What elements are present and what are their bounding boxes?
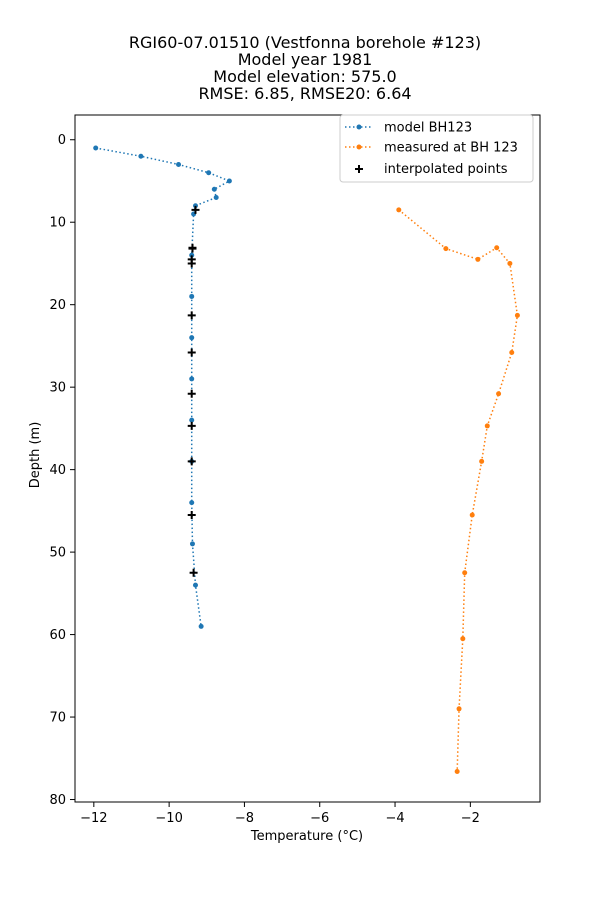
data-point	[192, 203, 198, 209]
interpolated-point	[187, 259, 196, 268]
legend: model BH123 measured at BH 123 interpola…	[339, 114, 534, 183]
data-point	[475, 256, 481, 262]
data-point	[138, 153, 144, 159]
interpolated-point	[187, 311, 196, 320]
series-line	[95, 147, 232, 627]
data-point	[460, 636, 466, 642]
legend-label-measured: measured at BH 123	[384, 141, 518, 156]
data-point	[226, 178, 232, 184]
title-line-2: Model year 1981	[238, 50, 373, 69]
data-point	[176, 161, 182, 167]
x-tick-label: −8	[235, 811, 254, 826]
series-1	[396, 207, 520, 774]
data-point	[189, 376, 195, 382]
data-point	[189, 417, 195, 423]
data-point	[211, 186, 217, 192]
data-point	[509, 350, 515, 356]
legend-swatch-measured-dot	[356, 144, 362, 150]
y-tick-label: 10	[49, 216, 66, 231]
plot-area	[93, 145, 520, 774]
legend-entry-measured: measured at BH 123	[345, 141, 518, 156]
y-tick-label: 0	[58, 133, 66, 148]
interpolated-point	[188, 243, 197, 252]
legend-swatch-model-dot	[356, 124, 362, 130]
x-axis-label: Temperature (°C)	[250, 829, 363, 844]
data-point	[189, 541, 195, 547]
title-line-4: RMSE: 6.85, RMSE20: 6.64	[198, 84, 411, 103]
data-point	[454, 768, 460, 774]
x-axis: −12 −10 −8 −6 −4 −2	[80, 802, 480, 826]
plot-frame	[74, 114, 541, 803]
data-point	[192, 582, 198, 588]
series-2	[187, 205, 200, 577]
series-0	[93, 145, 232, 629]
y-tick-label: 20	[49, 298, 66, 313]
data-point	[514, 312, 520, 318]
x-tick-label: −6	[310, 811, 329, 826]
y-tick-label: 50	[49, 546, 66, 561]
y-tick-label: 70	[49, 711, 66, 726]
data-point	[189, 335, 195, 341]
interpolated-point	[191, 205, 200, 214]
title-line-1: RGI60-07.01510 (Vestfonna borehole #123)	[129, 33, 481, 52]
chart-title: RGI60-07.01510 (Vestfonna borehole #123)…	[129, 33, 481, 103]
legend-label-interpolated: interpolated points	[384, 162, 508, 177]
y-axis: 0 10 20 30 40 50 60 70 80	[49, 133, 75, 808]
data-point	[443, 246, 449, 252]
data-point	[198, 623, 204, 629]
series-line	[398, 209, 519, 772]
x-tick-label: −4	[385, 811, 404, 826]
x-tick-label: −10	[155, 811, 182, 826]
data-point	[189, 500, 195, 506]
data-point	[396, 207, 402, 213]
data-point	[494, 245, 500, 251]
y-axis-label: Depth (m)	[28, 422, 43, 489]
legend-entry-interpolated: interpolated points	[355, 162, 508, 177]
y-tick-label: 30	[49, 381, 66, 396]
interpolated-point	[187, 348, 196, 357]
data-point	[462, 570, 468, 576]
interpolated-point	[187, 421, 196, 430]
data-point	[507, 260, 513, 266]
x-tick-label: −2	[461, 811, 480, 826]
data-point	[496, 391, 502, 397]
legend-entry-model: model BH123	[345, 121, 472, 136]
data-point	[93, 145, 99, 151]
legend-label-model: model BH123	[384, 121, 472, 136]
interpolated-point	[187, 389, 196, 398]
data-point	[456, 706, 462, 712]
y-tick-label: 60	[49, 628, 66, 643]
data-point	[189, 293, 195, 299]
data-point	[213, 194, 219, 200]
x-tick-label: −12	[80, 811, 107, 826]
interpolated-point	[187, 457, 196, 466]
interpolated-point	[187, 510, 196, 519]
title-line-3: Model elevation: 575.0	[213, 67, 396, 86]
data-point	[469, 512, 475, 518]
interpolated-point	[189, 568, 198, 577]
data-point	[479, 458, 485, 464]
y-tick-label: 80	[49, 793, 66, 808]
legend-box	[339, 114, 534, 183]
data-point	[484, 423, 490, 429]
data-point	[206, 170, 212, 176]
y-tick-label: 40	[49, 463, 66, 478]
data-point	[189, 252, 195, 258]
legend-swatch-plus	[355, 165, 363, 173]
